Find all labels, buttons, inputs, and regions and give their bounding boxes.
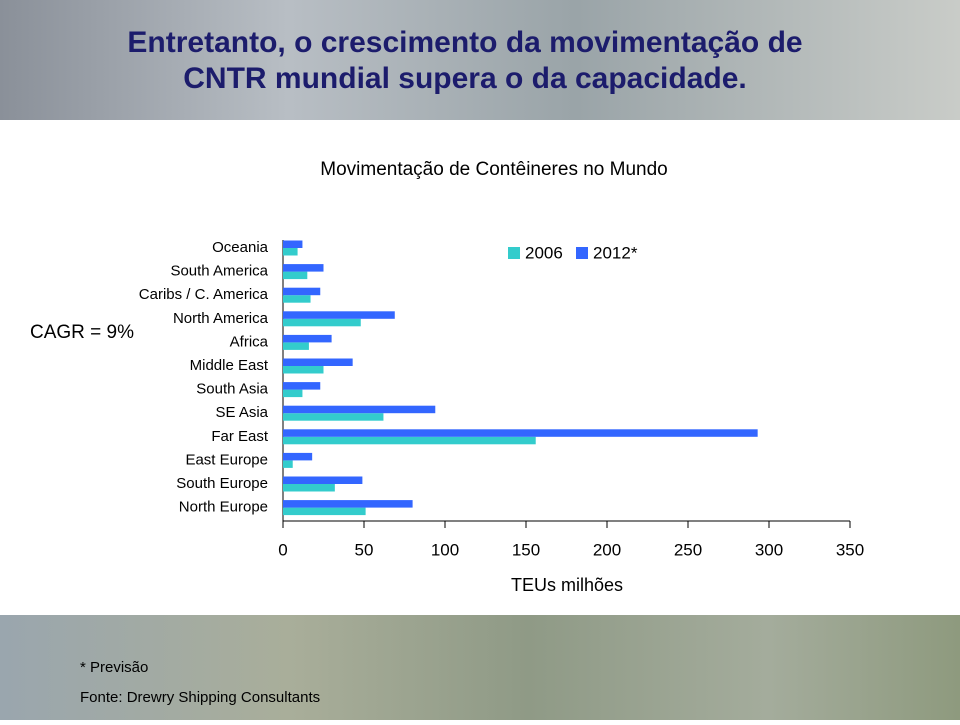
- x-tick-label: 50: [355, 540, 374, 559]
- footnote: * Previsão: [80, 659, 148, 676]
- y-tick-label: North Europe: [179, 499, 268, 516]
- y-tick-label: Africa: [230, 333, 269, 350]
- y-tick-label: North America: [173, 310, 269, 327]
- x-tick-label: 300: [755, 540, 783, 559]
- x-tick-label: 100: [431, 540, 459, 559]
- bar: [283, 389, 303, 398]
- y-tick-label: Oceania: [212, 239, 269, 256]
- x-tick-label: 250: [674, 540, 702, 559]
- x-tick-label: 200: [593, 540, 621, 559]
- chart-title: Movimentação de Contêineres no Mundo: [320, 159, 667, 180]
- legend-swatch: [508, 247, 520, 259]
- bar: [283, 264, 324, 272]
- y-tick-label: South America: [170, 263, 268, 280]
- bar: [283, 248, 298, 256]
- bar: [283, 311, 395, 319]
- bar: [283, 405, 436, 414]
- bar: [283, 366, 324, 374]
- bar: [283, 413, 384, 421]
- annotation: CAGR = 9%: [30, 322, 134, 343]
- bar: [283, 358, 353, 366]
- bar: [283, 460, 293, 468]
- slide-title: Entretanto, o crescimento da movimentaçã…: [127, 26, 802, 59]
- bar: [283, 500, 413, 508]
- bar: [283, 342, 309, 350]
- bar: [283, 484, 335, 492]
- bar: [283, 334, 332, 343]
- x-tick-label: 150: [512, 540, 540, 559]
- header-photo: [0, 0, 960, 120]
- y-tick-label: East Europe: [185, 451, 268, 468]
- bar: [283, 507, 366, 516]
- bar: [283, 452, 313, 461]
- bar: [283, 295, 311, 303]
- bar: [283, 436, 536, 445]
- bar: [283, 382, 321, 390]
- bar: [283, 318, 361, 327]
- slide-title: CNTR mundial supera o da capacidade.: [183, 62, 746, 95]
- bar: [283, 287, 321, 296]
- y-tick-label: SE Asia: [215, 404, 268, 421]
- y-tick-label: South Asia: [196, 381, 268, 398]
- legend-swatch: [576, 247, 588, 259]
- y-tick-label: Caribs / C. America: [139, 286, 269, 303]
- y-tick-label: Middle East: [190, 357, 269, 374]
- content-area: [0, 120, 960, 615]
- bar: [283, 271, 308, 280]
- y-tick-label: South Europe: [176, 475, 268, 492]
- footnote: Fonte: Drewry Shipping Consultants: [80, 689, 320, 706]
- legend-label: 2012*: [593, 243, 638, 262]
- bar: [283, 240, 303, 248]
- x-tick-label: 350: [836, 540, 864, 559]
- bar: [283, 476, 363, 484]
- bar: [283, 429, 758, 437]
- legend-label: 2006: [525, 243, 563, 262]
- y-tick-label: Far East: [211, 428, 269, 445]
- x-axis-label: TEUs milhões: [511, 575, 623, 595]
- x-tick-label: 0: [278, 540, 287, 559]
- footer-photo: [0, 615, 960, 720]
